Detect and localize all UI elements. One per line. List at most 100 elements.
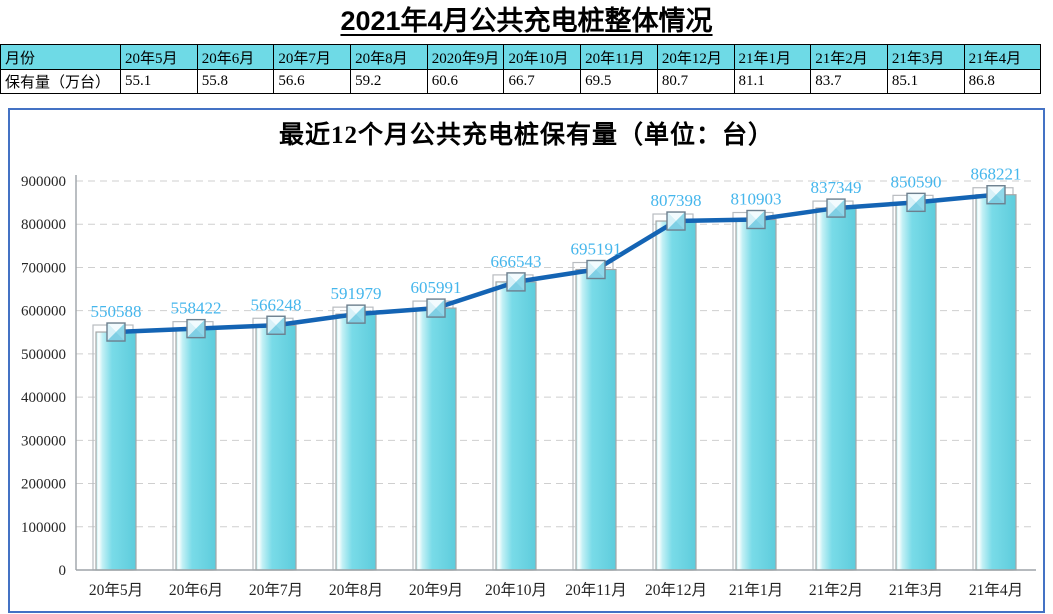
svg-text:400000: 400000 xyxy=(21,390,66,406)
svg-text:20年9月: 20年9月 xyxy=(409,581,463,599)
marker xyxy=(666,211,686,231)
svg-text:600000: 600000 xyxy=(21,304,66,320)
svg-text:20年11月: 20年11月 xyxy=(565,581,626,599)
table-header-cell: 2020年9月 xyxy=(426,44,505,70)
table-header-cell: 21年2月 xyxy=(810,44,888,70)
table-header-row: 月份 20年5月 20年6月 20年7月 20年8月 2020年9月 20年10月 20年11… xyxy=(0,44,1042,70)
gridlines xyxy=(76,180,1036,528)
svg-text:20年10月: 20年10月 xyxy=(485,581,547,599)
marker xyxy=(106,322,126,342)
svg-text:810903: 810903 xyxy=(731,190,782,209)
line-series xyxy=(113,192,999,335)
bar xyxy=(975,194,1017,571)
bar xyxy=(175,328,217,571)
axes xyxy=(75,175,1036,571)
svg-text:500000: 500000 xyxy=(21,347,66,363)
svg-text:800000: 800000 xyxy=(21,217,66,233)
x-axis-labels: 20年5月 20年6月 20年7月 20年8月 20年9月 20年10月 20年11月 20年… xyxy=(89,581,1023,599)
marker xyxy=(586,259,606,280)
svg-text:20年12月: 20年12月 xyxy=(645,581,707,599)
marker xyxy=(266,315,286,335)
svg-text:558422: 558422 xyxy=(171,299,222,318)
data-labels: 550588 558422 566248 591979 605991 666543 6951… xyxy=(91,165,1022,321)
svg-text:900000: 900000 xyxy=(21,174,66,190)
svg-text:666543: 666543 xyxy=(491,252,542,271)
y-axis-labels: 0 100000 200000 300000 400000 500000 600000 700… xyxy=(21,174,66,579)
bar xyxy=(415,307,457,571)
table-header-cell: 21年4月 xyxy=(963,44,1042,70)
table-header-cell: 20年7月 xyxy=(273,44,352,70)
bar xyxy=(255,324,297,571)
svg-text:21年4月: 21年4月 xyxy=(969,581,1023,599)
svg-text:20年7月: 20年7月 xyxy=(249,581,303,599)
table-cell: 80.7 xyxy=(656,69,735,94)
marker xyxy=(426,298,446,318)
table-header-cell: 20年10月 xyxy=(503,44,582,70)
table-header-cell: 20年11月 xyxy=(580,44,658,70)
table-header-cell: 20年12月 xyxy=(656,44,735,70)
svg-text:550588: 550588 xyxy=(91,302,142,321)
svg-text:21年3月: 21年3月 xyxy=(889,581,943,599)
bar xyxy=(815,207,857,571)
svg-text:100000: 100000 xyxy=(21,520,66,536)
table-row-label: 保有量（万台） xyxy=(0,69,121,94)
table-header-cell: 20年6月 xyxy=(196,44,275,70)
chart-title: 最近12个月公共充电桩保有量（单位：台） xyxy=(278,122,774,149)
svg-text:300000: 300000 xyxy=(21,433,66,449)
bar xyxy=(495,281,537,571)
table-header-cell: 20年5月 xyxy=(120,44,198,70)
bars-group xyxy=(92,187,1017,571)
svg-text:20年6月: 20年6月 xyxy=(169,581,223,599)
table-cell: 81.1 xyxy=(733,69,812,94)
table-cell: 69.5 xyxy=(580,69,658,94)
svg-text:591979: 591979 xyxy=(331,284,382,303)
table-cell: 60.6 xyxy=(426,69,505,94)
svg-text:695191: 695191 xyxy=(571,240,622,259)
table-header-cell: 21年3月 xyxy=(886,44,965,70)
marker xyxy=(746,209,766,230)
table-body: 保有量（万台） 55.1 55.8 56.6 59.2 60.6 66.7 69.5 80.7 8… xyxy=(0,69,1042,94)
bar xyxy=(895,201,937,571)
svg-text:566248: 566248 xyxy=(251,295,302,314)
table-cell: 85.1 xyxy=(886,69,965,94)
svg-text:0: 0 xyxy=(59,563,67,579)
bar xyxy=(95,331,137,571)
page-title-text: 2021年4月公共充电桩整体情况 xyxy=(340,6,713,36)
marker xyxy=(186,318,206,339)
marker xyxy=(346,304,366,324)
svg-text:21年2月: 21年2月 xyxy=(809,581,863,599)
svg-text:837349: 837349 xyxy=(811,178,862,197)
chart-panel: 最近12个月公共充电桩保有量（单位：台） 0 100000 200000 300000… xyxy=(8,108,1045,613)
svg-text:20年8月: 20年8月 xyxy=(329,581,383,599)
summary-table: 月份 20年5月 20年6月 20年7月 20年8月 2020年9月 20年10月 20年11… xyxy=(0,44,1042,94)
svg-text:700000: 700000 xyxy=(21,260,66,276)
bar xyxy=(655,220,697,571)
svg-text:200000: 200000 xyxy=(21,477,66,493)
svg-text:850590: 850590 xyxy=(891,172,942,191)
svg-text:605991: 605991 xyxy=(411,278,462,297)
table-cell: 55.8 xyxy=(196,69,275,94)
marker xyxy=(986,185,1006,205)
chart-canvas: 0 100000 200000 300000 400000 500000 600000 700… xyxy=(21,165,1036,599)
table-cell: 66.7 xyxy=(503,69,582,94)
table-cell: 55.1 xyxy=(120,69,198,94)
svg-text:20年5月: 20年5月 xyxy=(89,581,143,599)
bar xyxy=(575,268,617,571)
bar xyxy=(335,313,377,571)
table-row: 保有量（万台） 55.1 55.8 56.6 59.2 60.6 66.7 69.5 80.7 8… xyxy=(0,69,1042,94)
page-title: 2021年4月公共充电桩整体情况 xyxy=(0,1,1053,43)
marker xyxy=(506,272,526,292)
bar xyxy=(735,218,777,571)
table-header-cell: 21年1月 xyxy=(733,44,812,70)
svg-text:807398: 807398 xyxy=(651,191,702,210)
table-cell: 56.6 xyxy=(273,69,352,94)
marker xyxy=(826,198,846,218)
table-cell: 59.2 xyxy=(350,69,428,94)
marker xyxy=(906,192,926,213)
table-corner-cell: 月份 xyxy=(0,44,121,70)
markers-group xyxy=(106,185,1006,342)
svg-text:21年1月: 21年1月 xyxy=(729,581,783,599)
table-cell: 83.7 xyxy=(810,69,888,94)
table-header-cell: 20年8月 xyxy=(350,44,428,70)
